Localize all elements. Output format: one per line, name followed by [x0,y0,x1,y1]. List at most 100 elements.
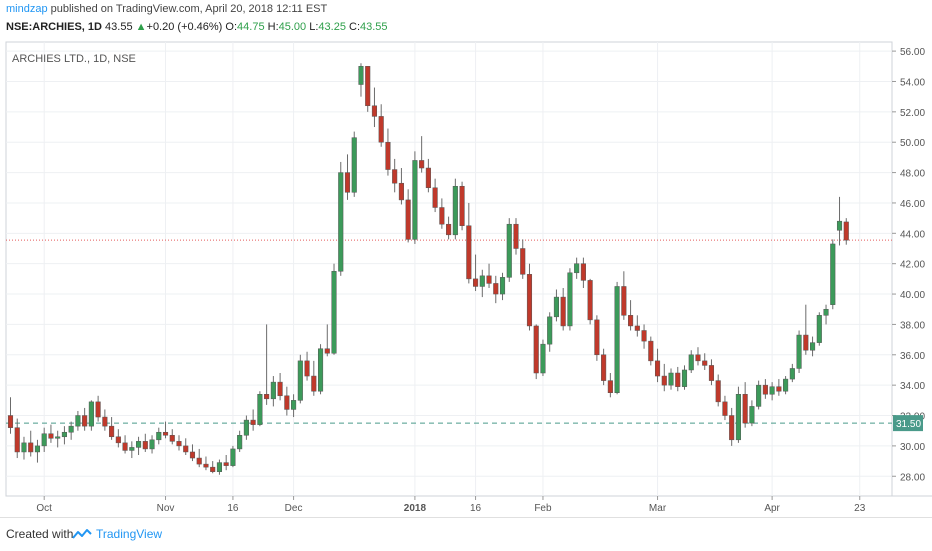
low-label: L: [309,21,319,33]
candle-down [459,185,465,226]
candle-down [385,141,391,170]
low-value: 43.25 [318,21,346,33]
candle-down [344,172,351,193]
tradingview-logo-icon [72,529,92,539]
high-value: 45.00 [278,21,307,33]
open-label: O: [225,21,238,33]
candle-down [708,365,715,381]
publication-line: mindzap published on TradingView.com, Ap… [6,3,327,15]
candle-down [439,207,445,225]
high-label: H: [267,21,279,33]
chart-header: mindzap published on TradingView.com, Ap… [0,0,932,40]
candle-down [223,462,229,466]
candle-down [594,319,600,356]
price-change: +0.20 (+0.46%) [146,21,223,33]
candle-down [466,225,472,280]
candle-down [473,278,479,287]
candle-down [203,463,209,468]
candle-down [493,283,499,295]
close-label: C: [349,21,361,33]
candle-up [789,368,795,380]
ohlc-legend: NSE:ARCHIES, 1D 43.55 ▲+0.20 (+0.46%) O:… [6,21,388,33]
candle-down [398,182,404,201]
candle-up [547,316,553,345]
candle-down [843,221,849,241]
symbol-label: NSE:ARCHIES, 1D [6,21,102,33]
candle-up [338,172,344,272]
candle-up [68,425,74,433]
candle-up [291,400,297,410]
candle-up [149,439,155,450]
open-value: 44.75 [237,21,265,33]
candle-down [702,360,708,366]
candle-down [520,248,526,275]
candle-up [156,431,162,441]
candle-down [560,296,566,327]
candle-up [749,406,755,424]
candle-down [803,334,809,351]
candle-up [506,223,512,278]
x-tick-label: Nov [157,503,175,514]
y-tick-label: 30.00 [900,442,925,453]
candle-down [95,401,101,418]
candle-down [654,360,661,377]
candle-down [634,325,640,331]
candle-up [735,394,741,441]
candle-up [129,447,135,451]
candle-down [742,394,748,424]
candle-down [264,394,270,400]
candle-down [371,105,378,117]
chart-footer: Created with TradingView [0,517,932,551]
y-tick-label: 56.00 [900,47,925,58]
candle-up [88,401,94,427]
candle-up [136,441,142,448]
candle-down [122,442,128,451]
candle-down [311,375,317,392]
candle-up [688,354,694,371]
x-tick-label: Feb [534,503,552,514]
candle-down [176,441,182,447]
candle-down [392,169,398,184]
candle-down [722,401,728,416]
candle-down [513,223,519,249]
candle-up [237,435,243,450]
candle-up [614,286,620,393]
tradingview-logo[interactable]: TradingView [72,527,162,541]
candle-up [681,369,688,387]
candle-down [189,451,196,459]
candle-down [432,187,438,208]
candle-up [574,263,580,274]
candle-down [621,286,627,316]
candle-up [34,445,41,453]
candle-up [823,308,829,316]
tradingview-brand: TradingView [96,527,163,541]
up-arrow-icon: ▲ [135,21,147,33]
candle-down [304,360,310,377]
candle-down [580,263,586,281]
author-link[interactable]: mindzap [6,3,48,15]
y-tick-label: 46.00 [900,199,925,210]
chart-title: ARCHIES LTD., 1D, NSE [12,53,136,65]
candle-up [317,348,324,392]
candle-up [75,415,81,427]
candle-down [82,415,88,427]
candle-up [479,275,485,287]
candle-up [756,384,762,407]
last-price: 43.55 [105,21,133,33]
candle-up [297,360,303,401]
candle-up [796,334,802,369]
candle-up [358,66,364,85]
published-text: published on TradingView.com, April 20, … [47,3,328,15]
y-tick-label: 42.00 [900,260,925,271]
candle-down [7,415,14,428]
candle-down [425,167,431,189]
candle-up [61,431,67,438]
candle-up [769,386,775,395]
candle-down [365,66,371,107]
candle-down [661,375,667,386]
y-tick-label: 44.00 [900,229,925,240]
price-chart[interactable]: 28.0030.0032.0034.0036.0038.0040.0042.00… [0,40,932,516]
candle-down [486,275,492,284]
x-tick-label: Apr [764,503,780,514]
candle-down [250,419,256,425]
